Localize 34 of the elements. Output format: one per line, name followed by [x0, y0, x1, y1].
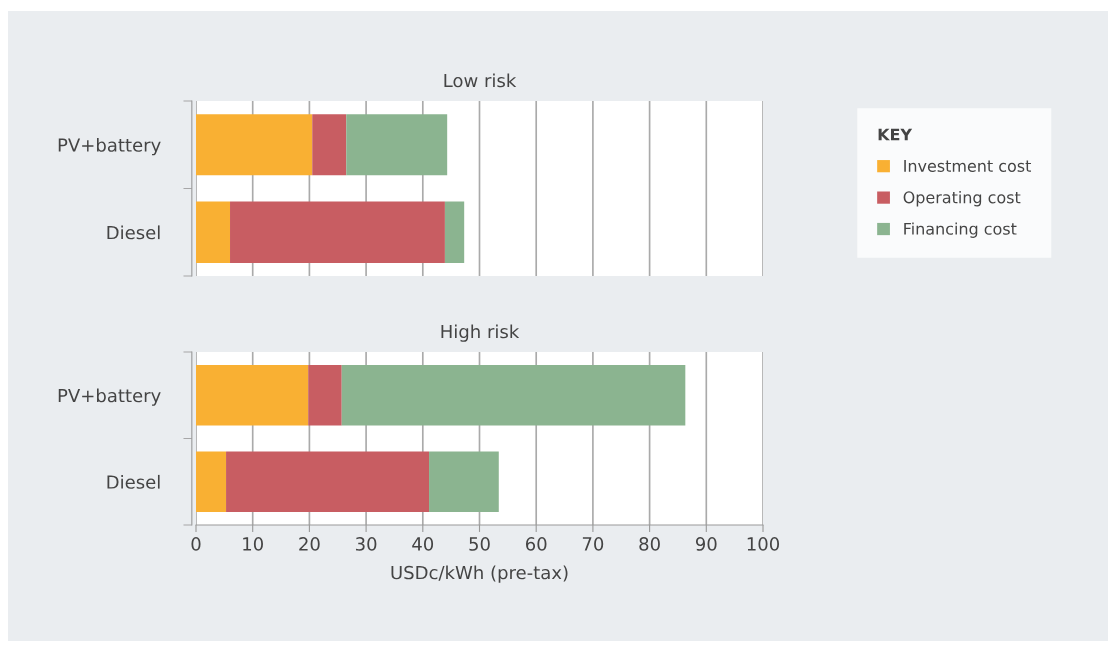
- legend-title: KEY: [878, 128, 913, 141]
- chart-title: High risk: [441, 324, 520, 342]
- bar: [429, 451, 499, 513]
- bar: [308, 364, 342, 426]
- legend-label: Financing cost: [904, 222, 1017, 238]
- bar: [196, 201, 231, 263]
- x-tick-label: 60: [525, 537, 547, 551]
- x-tick-label: 100: [747, 537, 780, 551]
- bar: [226, 451, 430, 513]
- x-tick-label: 0: [191, 537, 201, 551]
- x-axis-title: USDc/kWh (pre-tax): [391, 565, 568, 583]
- y-tick-label: Diesel: [107, 225, 160, 240]
- legend-label: Investment cost: [904, 160, 1032, 172]
- bar: [196, 451, 227, 513]
- bar: [196, 114, 313, 176]
- bar: [444, 201, 465, 263]
- legend-label: Operating cost: [903, 191, 1021, 207]
- x-tick-label: 90: [695, 537, 717, 551]
- x-tick-label: 20: [299, 537, 320, 551]
- bar: [312, 114, 347, 176]
- y-tick-label: PV+battery: [58, 388, 161, 406]
- y-tick-label: Diesel: [107, 474, 160, 489]
- y-tick-label: PV+battery: [58, 137, 161, 156]
- x-tick-label: 80: [639, 537, 660, 551]
- bar: [196, 364, 309, 426]
- x-tick-label: 50: [469, 537, 490, 551]
- x-tick-label: 30: [355, 537, 377, 551]
- x-tick-label: 40: [412, 537, 434, 551]
- bar: [341, 364, 686, 426]
- bar: [230, 201, 445, 263]
- bar: [346, 114, 448, 176]
- chart-title: Low risk: [444, 73, 517, 88]
- x-tick-label: 70: [582, 537, 604, 551]
- x-tick-label: 10: [243, 537, 263, 551]
